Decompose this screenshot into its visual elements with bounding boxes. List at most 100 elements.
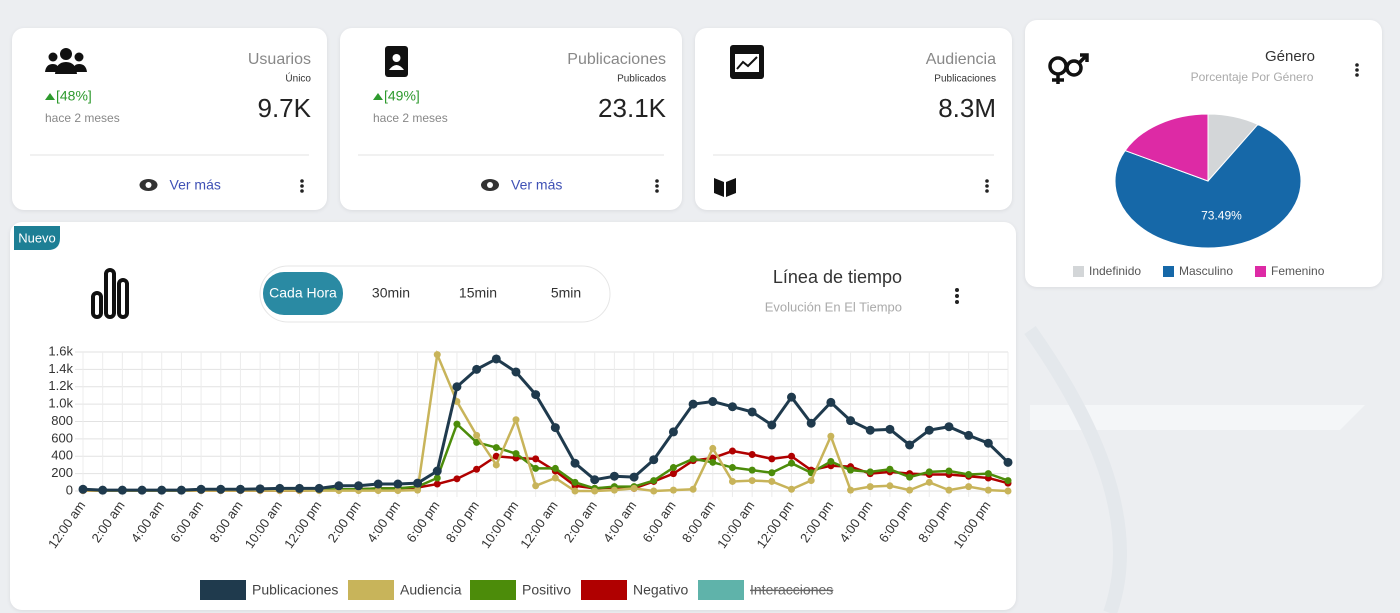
point <box>866 483 874 491</box>
point <box>196 484 206 494</box>
point <box>945 467 953 475</box>
point <box>709 458 717 466</box>
y-tick-label: 800 <box>51 413 73 428</box>
chart-title: Línea de tiempo <box>773 267 902 287</box>
point <box>768 469 776 477</box>
legend-label[interactable]: Audiencia <box>400 582 462 598</box>
legend-label[interactable]: Negativo <box>633 582 688 598</box>
view-more-link[interactable]: Ver más <box>170 177 221 193</box>
legend-label: Indefinido <box>1089 264 1141 278</box>
tab[interactable]: 30min <box>372 285 410 301</box>
chart-subtitle: Porcentaje Por Género <box>1191 70 1314 84</box>
point <box>591 487 599 495</box>
card-change: [49%] <box>384 88 420 104</box>
data-label: 73.49% <box>1201 209 1242 223</box>
x-tick-label: 12:00 pm <box>753 498 796 551</box>
point <box>886 482 894 490</box>
tab[interactable]: 5min <box>551 285 581 301</box>
x-tick-label: 4:00 am <box>128 498 167 545</box>
menu-dot <box>655 189 659 193</box>
point <box>551 474 559 482</box>
legend-swatch <box>348 580 394 600</box>
point <box>473 465 481 473</box>
point <box>491 354 501 364</box>
point <box>689 455 697 463</box>
tab-group <box>259 265 611 323</box>
point <box>866 468 874 476</box>
point <box>788 452 796 460</box>
point <box>571 487 579 495</box>
menu-dot <box>955 288 959 292</box>
monitor-icon <box>730 45 764 79</box>
chart-title: Género <box>1265 48 1315 65</box>
point <box>137 485 147 495</box>
x-tick-label: 6:00 am <box>167 498 206 545</box>
legend-swatch <box>1073 266 1084 277</box>
legend-swatch <box>200 580 246 600</box>
legend-label: Masculino <box>1179 264 1233 278</box>
point <box>826 397 836 407</box>
point <box>275 483 285 493</box>
legend-swatch <box>581 580 627 600</box>
card-value: 23.1K <box>598 93 667 123</box>
legend-swatch <box>698 580 744 600</box>
legend-label[interactable]: Positivo <box>522 582 571 598</box>
x-tick-label: 8:00 am <box>679 498 718 545</box>
point <box>728 464 736 472</box>
x-tick-label: 8:00 pm <box>443 498 482 545</box>
point <box>235 484 245 494</box>
point <box>727 402 737 412</box>
point <box>1003 457 1013 467</box>
pie-slice <box>1114 123 1302 249</box>
menu-dot <box>655 184 659 188</box>
tab[interactable]: 15min <box>459 285 497 301</box>
view-more-link[interactable]: Ver más <box>511 177 562 193</box>
up-arrow <box>45 93 55 100</box>
x-tick-label: 10:00 am <box>714 498 757 551</box>
point <box>806 418 816 428</box>
bars-icon <box>91 268 129 319</box>
x-tick-label: 12:00 am <box>45 498 88 551</box>
point <box>571 478 579 486</box>
menu-dot <box>300 179 304 183</box>
point <box>511 367 521 377</box>
point <box>413 478 423 488</box>
point <box>984 470 992 478</box>
x-tick-label: 4:00 am <box>600 498 639 545</box>
legend-label[interactable]: Interacciones <box>750 582 833 598</box>
point <box>728 477 736 485</box>
point <box>944 422 954 432</box>
x-tick-label: 10:00 pm <box>478 498 521 551</box>
eye-pupil <box>145 182 152 188</box>
point <box>945 486 953 494</box>
point <box>570 458 580 468</box>
point <box>906 473 914 481</box>
point <box>925 468 933 476</box>
y-tick-label: 0 <box>66 482 73 497</box>
menu-dot <box>985 184 989 188</box>
point <box>492 444 500 452</box>
point <box>630 484 638 492</box>
legend-swatch <box>1255 266 1266 277</box>
card-subtitle: Publicaciones <box>934 74 996 85</box>
legend-swatch <box>470 580 516 600</box>
x-tick-label: 2:00 am <box>561 498 600 545</box>
card-period: hace 2 meses <box>373 111 448 125</box>
y-tick-label: 1.0k <box>48 396 73 411</box>
point <box>433 480 441 488</box>
y-tick-label: 600 <box>51 430 73 445</box>
point <box>865 425 875 435</box>
decoration <box>1030 405 1365 430</box>
point <box>609 471 619 481</box>
point <box>669 470 677 478</box>
tab[interactable]: Cada Hora <box>269 285 337 301</box>
point <box>532 482 540 490</box>
card-value: 8.3M <box>938 93 996 123</box>
menu-dot <box>985 179 989 183</box>
legend-label[interactable]: Publicaciones <box>252 582 338 598</box>
point <box>414 486 422 494</box>
point <box>748 466 756 474</box>
legend-swatch <box>1163 266 1174 277</box>
point <box>827 457 835 465</box>
